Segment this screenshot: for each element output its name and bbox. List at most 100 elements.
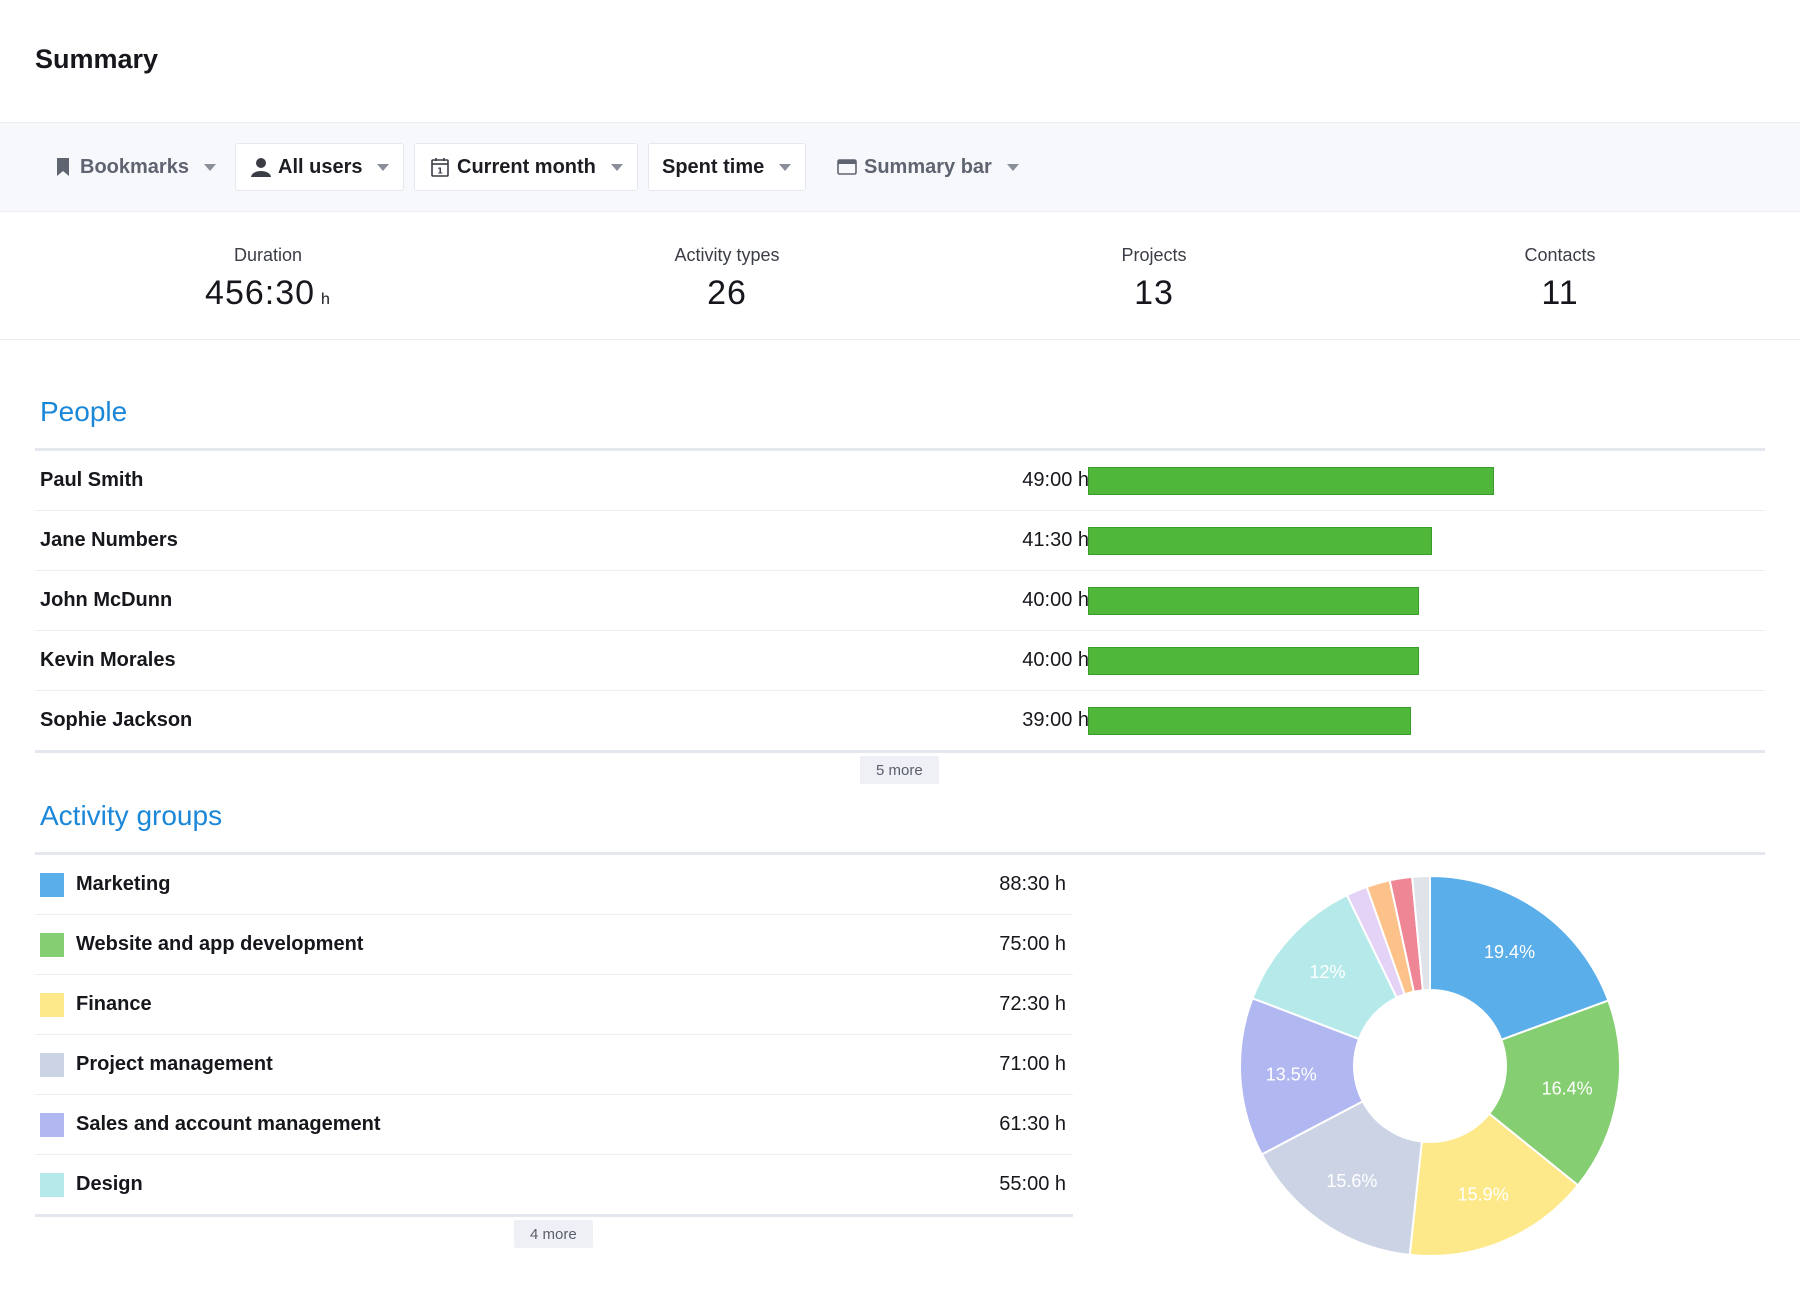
group-hours: 55:00 h: [999, 1173, 1066, 1195]
people-more-button[interactable]: 5 more: [860, 756, 939, 784]
view-dropdown[interactable]: Summary bar: [828, 143, 1027, 191]
person-name: Sophie Jackson: [40, 709, 193, 731]
donut-slice-label: 15.6%: [1326, 1171, 1377, 1191]
person-bar: [1088, 707, 1412, 735]
bookmarks-label: Bookmarks: [80, 155, 189, 178]
chevron-down-icon: [610, 163, 623, 171]
metric-label: Spent time: [662, 155, 765, 178]
users-filter-dropdown[interactable]: All users: [235, 143, 405, 191]
person-hours: 41:30 h: [1022, 529, 1089, 551]
color-swatch: [40, 933, 64, 957]
person-name: Jane Numbers: [40, 529, 178, 551]
donut-slice-label: 13.5%: [1266, 1064, 1317, 1084]
activity-group-row[interactable]: Design 55:00 h: [35, 1155, 1073, 1217]
calendar-icon: 1: [429, 156, 451, 178]
users-filter-label: All users: [278, 155, 363, 178]
color-swatch: [40, 873, 64, 897]
stat-projects: Projects 13: [1004, 245, 1304, 313]
divider: [35, 448, 1765, 451]
person-bar: [1088, 527, 1432, 555]
stat-value: 11: [1541, 274, 1579, 312]
color-swatch: [40, 1173, 64, 1197]
group-hours: 71:00 h: [999, 1053, 1066, 1075]
person-hours: 40:00 h: [1022, 649, 1089, 671]
people-row[interactable]: John McDunn 40:00 h: [35, 571, 1765, 631]
stat-unit: h: [321, 291, 331, 308]
group-name: Marketing: [76, 873, 171, 895]
period-filter-dropdown[interactable]: 1 Current month: [414, 143, 638, 191]
activity-group-row[interactable]: Sales and account management 61:30 h: [35, 1095, 1073, 1155]
activity-group-row[interactable]: Marketing 88:30 h: [35, 855, 1073, 915]
stat-value: 26: [707, 274, 747, 312]
stat-label: Activity types: [674, 245, 780, 265]
activity-groups-section-title: Activity groups: [40, 800, 223, 831]
group-name: Sales and account management: [76, 1113, 381, 1135]
chevron-down-icon: [779, 163, 792, 171]
person-name: John McDunn: [40, 589, 173, 611]
chevron-down-icon: [1006, 163, 1019, 171]
group-hours: 61:30 h: [999, 1113, 1066, 1135]
person-bar: [1088, 467, 1494, 495]
person-name: Paul Smith: [40, 469, 144, 491]
color-swatch: [40, 1053, 64, 1077]
window-icon: [836, 156, 858, 178]
stat-value: 13: [1134, 274, 1174, 312]
person-hours: 40:00 h: [1022, 589, 1089, 611]
stat-label: Contacts: [1524, 245, 1596, 265]
people-row[interactable]: Kevin Morales 40:00 h: [35, 631, 1765, 691]
chevron-down-icon: [203, 163, 216, 171]
group-hours: 88:30 h: [999, 873, 1066, 895]
donut-slice-label: 12%: [1309, 962, 1345, 982]
bookmarks-dropdown[interactable]: Bookmarks: [44, 143, 224, 191]
donut-slice-label: 19.4%: [1484, 942, 1535, 962]
person-hours: 39:00 h: [1022, 709, 1089, 731]
people-row[interactable]: Jane Numbers 41:30 h: [35, 511, 1765, 571]
stat-value: 456:30 h: [205, 274, 331, 312]
person-name: Kevin Morales: [40, 649, 176, 671]
view-label: Summary bar: [864, 155, 992, 178]
people-row[interactable]: Sophie Jackson 39:00 h: [35, 691, 1765, 753]
filter-toolbar: Bookmarks All users 1 Current month Spen…: [0, 122, 1800, 212]
stat-contacts: Contacts 11: [1410, 245, 1710, 313]
activity-group-row[interactable]: Finance 72:30 h: [35, 975, 1073, 1035]
activity-group-row[interactable]: Website and app development 75:00 h: [35, 915, 1073, 975]
user-icon: [250, 156, 272, 178]
donut-slice[interactable]: [1411, 874, 1431, 992]
groups-more-button[interactable]: 4 more: [514, 1220, 593, 1248]
activity-groups-donut-chart: 19.4% 16.4% 15.9% 15.6% 13.5% 12%: [1239, 874, 1621, 1257]
group-name: Finance: [76, 993, 152, 1015]
page-title: Summary: [35, 44, 159, 74]
group-hours: 75:00 h: [999, 933, 1066, 955]
donut-slice-label: 15.9%: [1458, 1184, 1509, 1204]
stat-label: Duration: [233, 245, 303, 265]
page-header: Summary: [0, 0, 1800, 122]
group-name: Website and app development: [76, 933, 364, 955]
stat-activity-types: Activity types 26: [577, 245, 877, 313]
person-bar: [1088, 587, 1420, 615]
color-swatch: [40, 1113, 64, 1137]
person-bar: [1088, 647, 1420, 675]
divider: [35, 852, 1765, 855]
donut-slice[interactable]: [1239, 996, 1365, 1156]
period-filter-label: Current month: [457, 155, 596, 178]
donut-slice[interactable]: [1251, 893, 1399, 1041]
activity-group-row[interactable]: Project management 71:00 h: [35, 1035, 1073, 1095]
donut-slice-label: 16.4%: [1542, 1079, 1593, 1099]
donut-slice[interactable]: [1429, 874, 1610, 1042]
donut-slice[interactable]: [1408, 1112, 1580, 1257]
summary-stats: Duration 456:30 h Activity types 26 Proje…: [0, 212, 1800, 340]
donut-slice[interactable]: [1260, 1100, 1423, 1257]
bookmark-icon: [52, 156, 74, 178]
svg-text:1: 1: [437, 167, 443, 176]
person-hours: 49:00 h: [1022, 469, 1089, 491]
group-name: Design: [76, 1173, 143, 1195]
group-name: Project management: [76, 1053, 273, 1075]
group-hours: 72:30 h: [999, 993, 1066, 1015]
stat-label: Projects: [1121, 245, 1187, 265]
chevron-down-icon: [377, 163, 390, 171]
metric-dropdown[interactable]: Spent time: [648, 143, 807, 191]
people-section-title: People: [40, 396, 128, 427]
stat-duration: Duration 456:30 h: [118, 245, 418, 313]
people-row[interactable]: Paul Smith 49:00 h: [35, 451, 1765, 511]
color-swatch: [40, 993, 64, 1017]
